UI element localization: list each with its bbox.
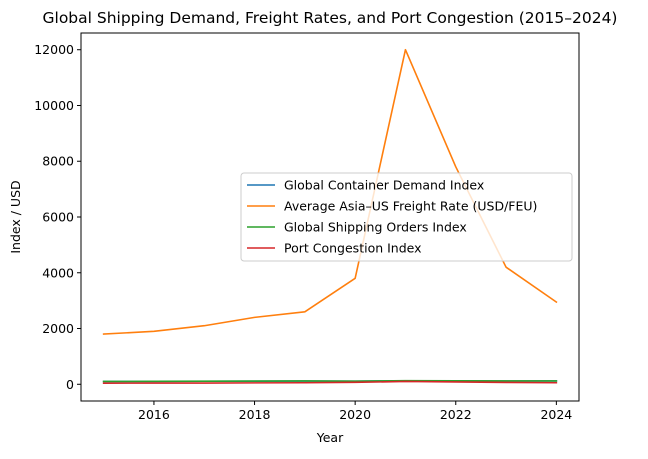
x-tick-label: 2018: [239, 407, 271, 422]
legend-label: Average Asia–US Freight Rate (USD/FEU): [284, 199, 537, 214]
y-axis-label: Index / USD: [8, 180, 23, 253]
x-axis-label: Year: [316, 430, 344, 445]
x-axis-ticks: 2016 2018 2020 2022 2024: [138, 401, 572, 422]
y-tick-label: 0: [66, 377, 74, 392]
x-tick-label: 2024: [540, 407, 572, 422]
legend-box: [240, 172, 573, 262]
x-tick-label: 2020: [339, 407, 371, 422]
x-tick-label: 2016: [138, 407, 170, 422]
legend: Global Container Demand Index Average Asi…: [240, 172, 573, 262]
y-tick-label: 4000: [42, 265, 74, 280]
y-tick-label: 6000: [42, 210, 74, 225]
y-tick-label: 2000: [42, 321, 74, 336]
y-axis-ticks: 0 2000 4000 6000 8000 10000 12000: [34, 42, 81, 392]
y-tick-label: 8000: [42, 154, 74, 169]
legend-label: Global Shipping Orders Index: [284, 220, 467, 235]
legend-label: Port Congestion Index: [284, 241, 422, 256]
y-tick-label: 12000: [34, 42, 74, 57]
plot-frame: [80, 32, 580, 402]
chart-title: Global Shipping Demand, Freight Rates, a…: [43, 9, 618, 27]
x-tick-label: 2022: [440, 407, 472, 422]
legend-label: Global Container Demand Index: [284, 178, 484, 193]
series-line-global-shipping-orders-index: [102, 379, 558, 383]
series-line-port-congestion-index: [102, 380, 558, 384]
y-tick-label: 10000: [34, 98, 74, 113]
